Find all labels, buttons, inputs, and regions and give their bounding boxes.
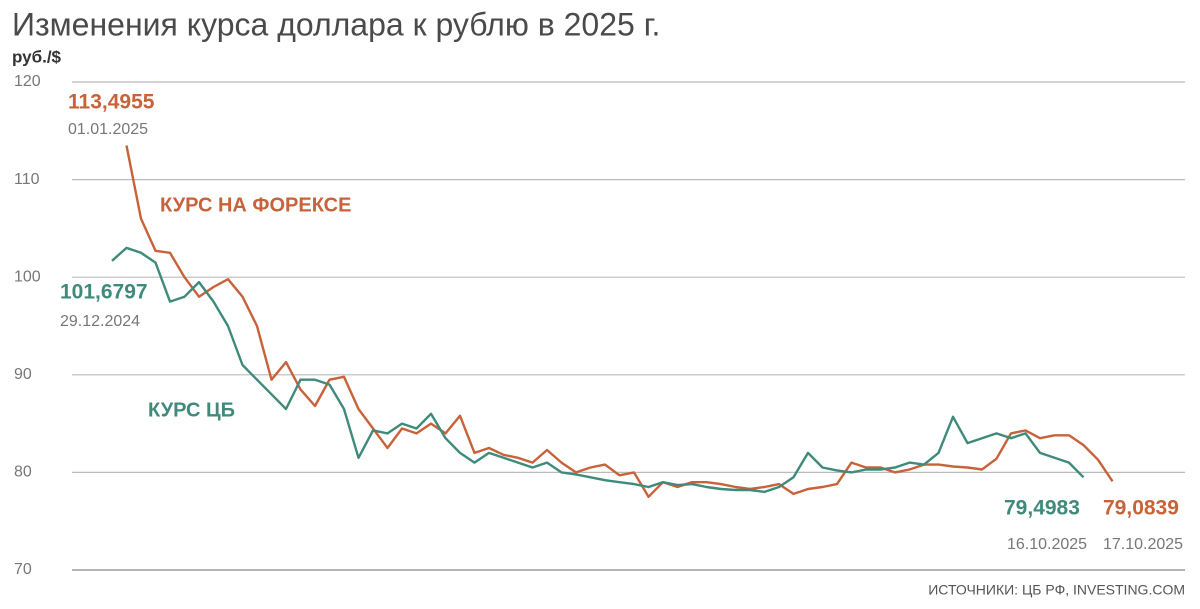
annotation-date: 01.01.2025 — [68, 121, 148, 138]
y-tick-label: 100 — [14, 268, 41, 285]
y-tick-label: 110 — [14, 171, 40, 188]
annotation-value: 101,6797 — [60, 281, 148, 304]
y-tick-label: 80 — [14, 464, 32, 481]
series-label: КУРС НА ФОРЕКСЕ — [160, 194, 351, 216]
series-line — [111, 246, 1085, 494]
y-tick-label: 120 — [14, 73, 41, 90]
annotation-value: 79,4983 — [1004, 497, 1080, 520]
source: ИСТОЧНИКИ: ЦБ РФ, INVESTING.COM — [928, 582, 1185, 598]
series-line — [125, 145, 1114, 498]
annotation-date: 16.10.2025 — [1007, 536, 1087, 553]
series-label: КУРС ЦБ — [148, 399, 235, 421]
y-axis-label: руб./$ — [12, 47, 62, 66]
y-tick-label: 70 — [14, 561, 32, 578]
annotation-date: 17.10.2025 — [1103, 536, 1183, 553]
annotation-value: 113,4955 — [68, 91, 155, 114]
grid — [72, 81, 1185, 571]
annotation-date: 29.12.2024 — [60, 313, 140, 330]
chart-title: Изменения курса доллара к рублю в 2025 г… — [12, 6, 660, 42]
annotation-value: 79,0839 — [1103, 497, 1179, 520]
y-tick-label: 90 — [14, 366, 32, 383]
